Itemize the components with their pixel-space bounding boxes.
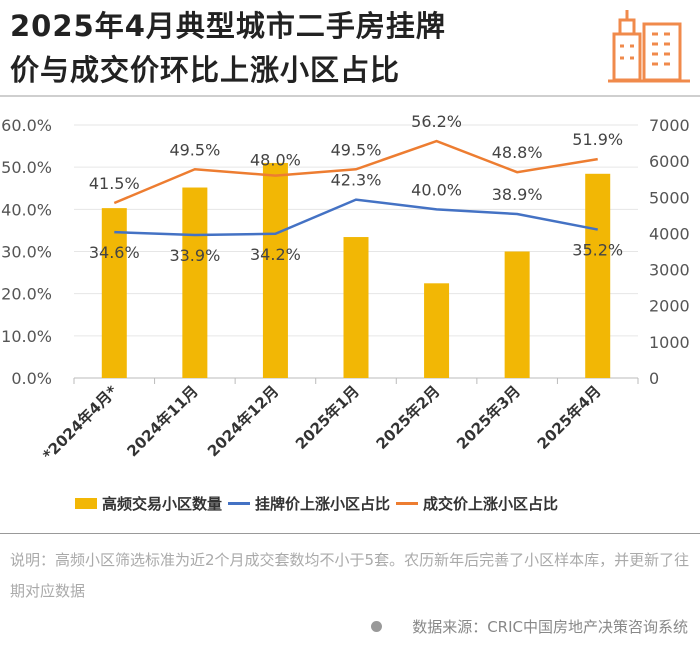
line-listing bbox=[114, 198, 598, 237]
bar bbox=[424, 283, 450, 378]
data-label: 51.9% bbox=[572, 130, 623, 149]
data-label: 38.9% bbox=[492, 185, 543, 204]
x-tick-label: 2024年12月 bbox=[204, 382, 282, 460]
left-tick-label: 10.0% bbox=[1, 327, 52, 346]
data-label: 42.3% bbox=[331, 171, 382, 190]
right-tick-label: 3000 bbox=[649, 261, 690, 280]
right-tick-label: 4000 bbox=[649, 224, 690, 243]
x-tick-label: 2025年1月 bbox=[292, 382, 363, 453]
left-tick-label: 50.0% bbox=[1, 158, 52, 177]
data-label: 48.8% bbox=[492, 143, 543, 162]
legend-swatch-bar bbox=[75, 498, 97, 509]
title-line-2: 价与成交价环比上涨小区占比 bbox=[10, 53, 401, 87]
x-tick-label: *2024年4月* bbox=[39, 382, 121, 464]
bar bbox=[343, 237, 369, 378]
data-label: 41.5% bbox=[89, 174, 140, 193]
x-tick-label: 2025年3月 bbox=[453, 382, 524, 453]
legend-item-listing: 挂牌价上涨小区占比 bbox=[228, 493, 390, 514]
bar bbox=[262, 162, 288, 378]
data-label: 48.0% bbox=[250, 151, 301, 170]
data-label: 49.5% bbox=[169, 140, 220, 159]
legend: 高频交易小区数量 挂牌价上涨小区占比 成交价上涨小区占比 bbox=[75, 493, 564, 514]
left-tick-label: 30.0% bbox=[1, 243, 52, 262]
right-tick-label: 5000 bbox=[649, 188, 690, 207]
line-deal bbox=[113, 139, 598, 205]
legend-swatch-deal bbox=[396, 502, 419, 505]
right-tick-label: 1000 bbox=[649, 333, 690, 352]
legend-item-deal: 成交价上涨小区占比 bbox=[396, 493, 558, 514]
left-tick-label: 0.0% bbox=[11, 369, 52, 388]
footnote: 说明：高频小区筛选标准为近2个月成交套数均不小于5套。农历新年后完善了小区样本库… bbox=[10, 551, 690, 600]
right-tick-label: 6000 bbox=[649, 152, 690, 171]
left-tick-label: 20.0% bbox=[1, 285, 52, 304]
bar bbox=[182, 187, 208, 378]
data-label: 33.9% bbox=[169, 246, 220, 265]
x-tick-label: 2024年11月 bbox=[123, 382, 201, 460]
right-tick-label: 0 bbox=[649, 369, 659, 388]
legend-swatch-listing bbox=[228, 502, 251, 505]
data-label: 56.2% bbox=[411, 112, 462, 131]
legend-label: 成交价上涨小区占比 bbox=[423, 495, 559, 513]
data-label: 35.2% bbox=[572, 241, 623, 260]
left-tick-label: 40.0% bbox=[1, 200, 52, 219]
title-divider bbox=[0, 95, 700, 97]
chart-title: 2025年4月典型城市二手房挂牌 价与成交价环比上涨小区占比 bbox=[10, 4, 446, 92]
data-label: 34.2% bbox=[250, 245, 301, 264]
x-tick-label: 2025年2月 bbox=[373, 382, 444, 453]
bar bbox=[585, 173, 611, 378]
x-tick-label: 2025年4月 bbox=[534, 382, 605, 453]
legend-item-bar: 高频交易小区数量 bbox=[75, 493, 222, 514]
buildings-icon bbox=[608, 10, 690, 83]
bullet-icon bbox=[371, 621, 383, 632]
legend-label: 挂牌价上涨小区占比 bbox=[255, 495, 391, 513]
footer-divider bbox=[0, 533, 700, 534]
title-line-1: 2025年4月典型城市二手房挂牌 bbox=[10, 9, 446, 43]
data-label: 40.0% bbox=[411, 180, 462, 199]
bar bbox=[101, 208, 127, 378]
right-tick-label: 7000 bbox=[649, 116, 690, 135]
left-tick-label: 60.0% bbox=[1, 116, 52, 135]
data-label: 49.5% bbox=[331, 140, 382, 159]
legend-label: 高频交易小区数量 bbox=[102, 495, 223, 513]
chart-plot: 0.0% 10.0% 20.0% 30.0% 40.0% 50.0% 60.0% 0 1000 2… bbox=[1, 112, 690, 464]
data-label: 34.6% bbox=[89, 243, 140, 262]
bar bbox=[504, 251, 530, 378]
right-tick-label: 2000 bbox=[649, 297, 690, 316]
source: 数据来源：CRIC中国房地产决策咨询系统 bbox=[371, 616, 688, 637]
source-text: 数据来源：CRIC中国房地产决策咨询系统 bbox=[412, 618, 688, 636]
